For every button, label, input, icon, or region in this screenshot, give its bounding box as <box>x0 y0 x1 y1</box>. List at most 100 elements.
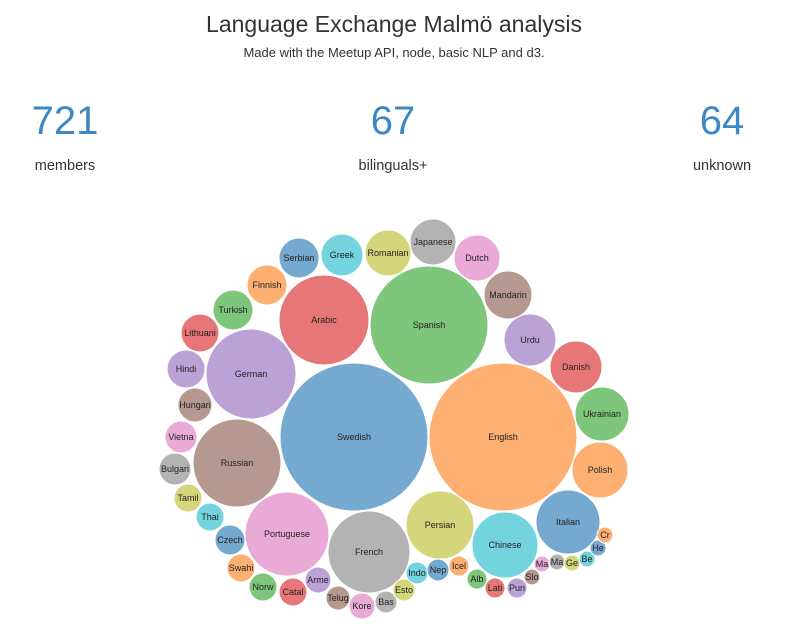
bubble-label-norwegian: Norw <box>252 582 274 592</box>
bubble-circle-latin <box>484 577 506 599</box>
bubble-circle-japanese <box>409 218 457 266</box>
page-subtitle: Made with the Meetup API, node, basic NL… <box>243 45 545 60</box>
bubble-circle-estonian <box>392 578 416 602</box>
bubble-circle-czech <box>214 524 246 556</box>
bubble-swedish: Swedish <box>279 362 429 512</box>
bubble-circle-thai <box>195 502 225 532</box>
bubble-french: French <box>327 510 411 594</box>
bubble-label-persian: Persian <box>425 520 456 530</box>
bubble-circle-portuguese <box>244 491 330 577</box>
bubble-hindi: Hindi <box>166 349 206 389</box>
bubble-albanian: Alb <box>466 568 488 590</box>
bubble-circle-greek <box>320 233 364 277</box>
bubble-label-hindi: Hindi <box>176 364 197 374</box>
bubble-circle-albanian <box>466 568 488 590</box>
bubble-circle-lithuanian <box>180 313 220 353</box>
bubble-circle-serbian <box>278 237 320 279</box>
bubble-punjabi: Pun <box>506 577 528 599</box>
bubble-label-icelandic: Icel <box>452 561 466 571</box>
bubble-urdu: Urdu <box>503 313 557 367</box>
bubble-label-portuguese: Portuguese <box>264 529 310 539</box>
bubble-bengali: Be <box>578 550 596 568</box>
bubble-croatian: Cr <box>596 526 614 544</box>
bubble-label-vietnamese: Vietna <box>168 432 193 442</box>
bubble-circle-korean <box>348 592 376 620</box>
bubble-label-malay: Ma <box>536 559 549 569</box>
bubble-circle-catalan <box>278 577 308 607</box>
bubble-circle-english <box>428 362 578 512</box>
bubble-romanian: Romanian <box>364 229 412 277</box>
bubble-label-korean: Kore <box>352 601 371 611</box>
bubble-serbian: Serbian <box>278 237 320 279</box>
bubble-circle-norwegian <box>248 572 278 602</box>
bubble-circle-dutch <box>453 234 501 282</box>
bubble-label-ukrainian: Ukrainian <box>583 409 621 419</box>
bubble-swahili: Swahi <box>226 553 256 583</box>
bubble-label-japanese: Japanese <box>413 237 452 247</box>
bubble-dutch: Dutch <box>453 234 501 282</box>
bubble-persian: Persian <box>405 490 475 560</box>
bubble-label-bengali: Be <box>581 554 592 564</box>
bubble-label-turkish: Turkish <box>218 305 247 315</box>
unknown-stat: 64 unknown <box>642 101 800 174</box>
members-label: members <box>34 158 96 174</box>
bubble-circle-croatian <box>596 526 614 544</box>
bubble-circle-vietnamese <box>164 420 198 454</box>
bubble-indonesian: Indo <box>405 561 429 585</box>
bubble-circle-ukrainian <box>574 386 630 442</box>
bubble-nepali: Nep <box>426 558 450 582</box>
bubble-slovak: Slo <box>523 568 541 586</box>
bubble-malay: Ma <box>533 555 551 573</box>
bubble-label-english: English <box>488 432 518 442</box>
bubble-label-czech: Czech <box>217 535 243 545</box>
bubble-hungarian: Hungari <box>177 387 213 423</box>
bubble-label-punjabi: Pun <box>509 583 525 593</box>
bubble-circle-mandarin <box>483 270 533 320</box>
bubble-ukrainian: Ukrainian <box>574 386 630 442</box>
bubble-bulgarian: Bulgari <box>158 452 192 486</box>
bubble-vietnamese: Vietna <box>164 420 198 454</box>
bubble-macedonian: Ma <box>548 553 566 571</box>
bubble-greek: Greek <box>320 233 364 277</box>
bubble-label-macedonian: Ma <box>551 557 564 567</box>
bubble-turkish: Turkish <box>212 289 254 331</box>
bilinguals-count: 67 <box>370 99 416 143</box>
bubble-latin: Lati <box>484 577 506 599</box>
bubble-catalan: Catal <box>278 577 308 607</box>
bubble-circle-slovak <box>523 568 541 586</box>
bubble-label-catalan: Catal <box>282 587 303 597</box>
bubble-circle-hungarian <box>177 387 213 423</box>
unknown-label: unknown <box>692 158 752 174</box>
bubble-label-nepali: Nep <box>430 565 447 575</box>
bubble-circle-russian <box>192 418 282 508</box>
bubble-tamil: Tamil <box>173 483 203 513</box>
bubble-german: German <box>205 328 297 420</box>
bubble-italian: Italian <box>535 489 601 555</box>
bubble-label-indonesian: Indo <box>408 568 426 578</box>
bubble-label-italian: Italian <box>556 517 580 527</box>
bubble-arabic: Arabic <box>278 274 370 366</box>
bubble-label-mandarin: Mandarin <box>489 290 527 300</box>
bubble-circle-urdu <box>503 313 557 367</box>
bubble-czech: Czech <box>214 524 246 556</box>
bubble-russian: Russian <box>192 418 282 508</box>
bubble-circle-punjabi <box>506 577 528 599</box>
bubble-label-lithuanian: Lithuani <box>184 328 216 338</box>
bubble-mandarin: Mandarin <box>483 270 533 320</box>
bubble-circle-tamil <box>173 483 203 513</box>
bubble-label-albanian: Alb <box>470 574 483 584</box>
bubble-label-latin: Lati <box>488 583 503 593</box>
bubble-circle-danish <box>549 340 603 394</box>
bubble-label-french: French <box>355 547 383 557</box>
bubble-basque: Bas <box>374 590 398 614</box>
bubble-circle-romanian <box>364 229 412 277</box>
bubble-telugu: Telug <box>325 585 351 611</box>
bubble-circle-telugu <box>325 585 351 611</box>
bubble-circle-arabic <box>278 274 370 366</box>
members-stat: 721 members <box>0 101 145 174</box>
bubble-circle-german <box>205 328 297 420</box>
bubble-label-arabic: Arabic <box>311 315 337 325</box>
bubble-label-croatian: Cr <box>600 530 610 540</box>
bubble-circle-bengali <box>578 550 596 568</box>
